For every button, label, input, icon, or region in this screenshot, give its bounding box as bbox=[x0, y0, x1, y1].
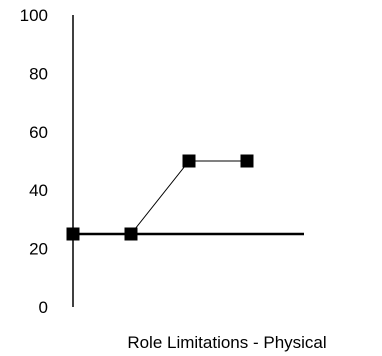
series-group bbox=[66, 154, 254, 241]
data-point-marker bbox=[240, 154, 254, 168]
x-axis-title: Role Limitations - Physical bbox=[127, 333, 326, 352]
data-point-marker bbox=[182, 154, 196, 168]
y-axis: 0 20 40 60 80 100 bbox=[20, 6, 74, 317]
data-point-marker bbox=[124, 227, 138, 241]
y-tick-label: 20 bbox=[29, 240, 48, 259]
y-tick-label: 100 bbox=[20, 6, 48, 25]
y-tick-label: 60 bbox=[29, 123, 48, 142]
y-tick-label: 40 bbox=[29, 181, 48, 200]
series-line bbox=[73, 160, 247, 235]
data-point-marker bbox=[66, 227, 80, 241]
y-tick-label: 0 bbox=[39, 298, 48, 317]
y-tick-label: 80 bbox=[29, 64, 48, 83]
